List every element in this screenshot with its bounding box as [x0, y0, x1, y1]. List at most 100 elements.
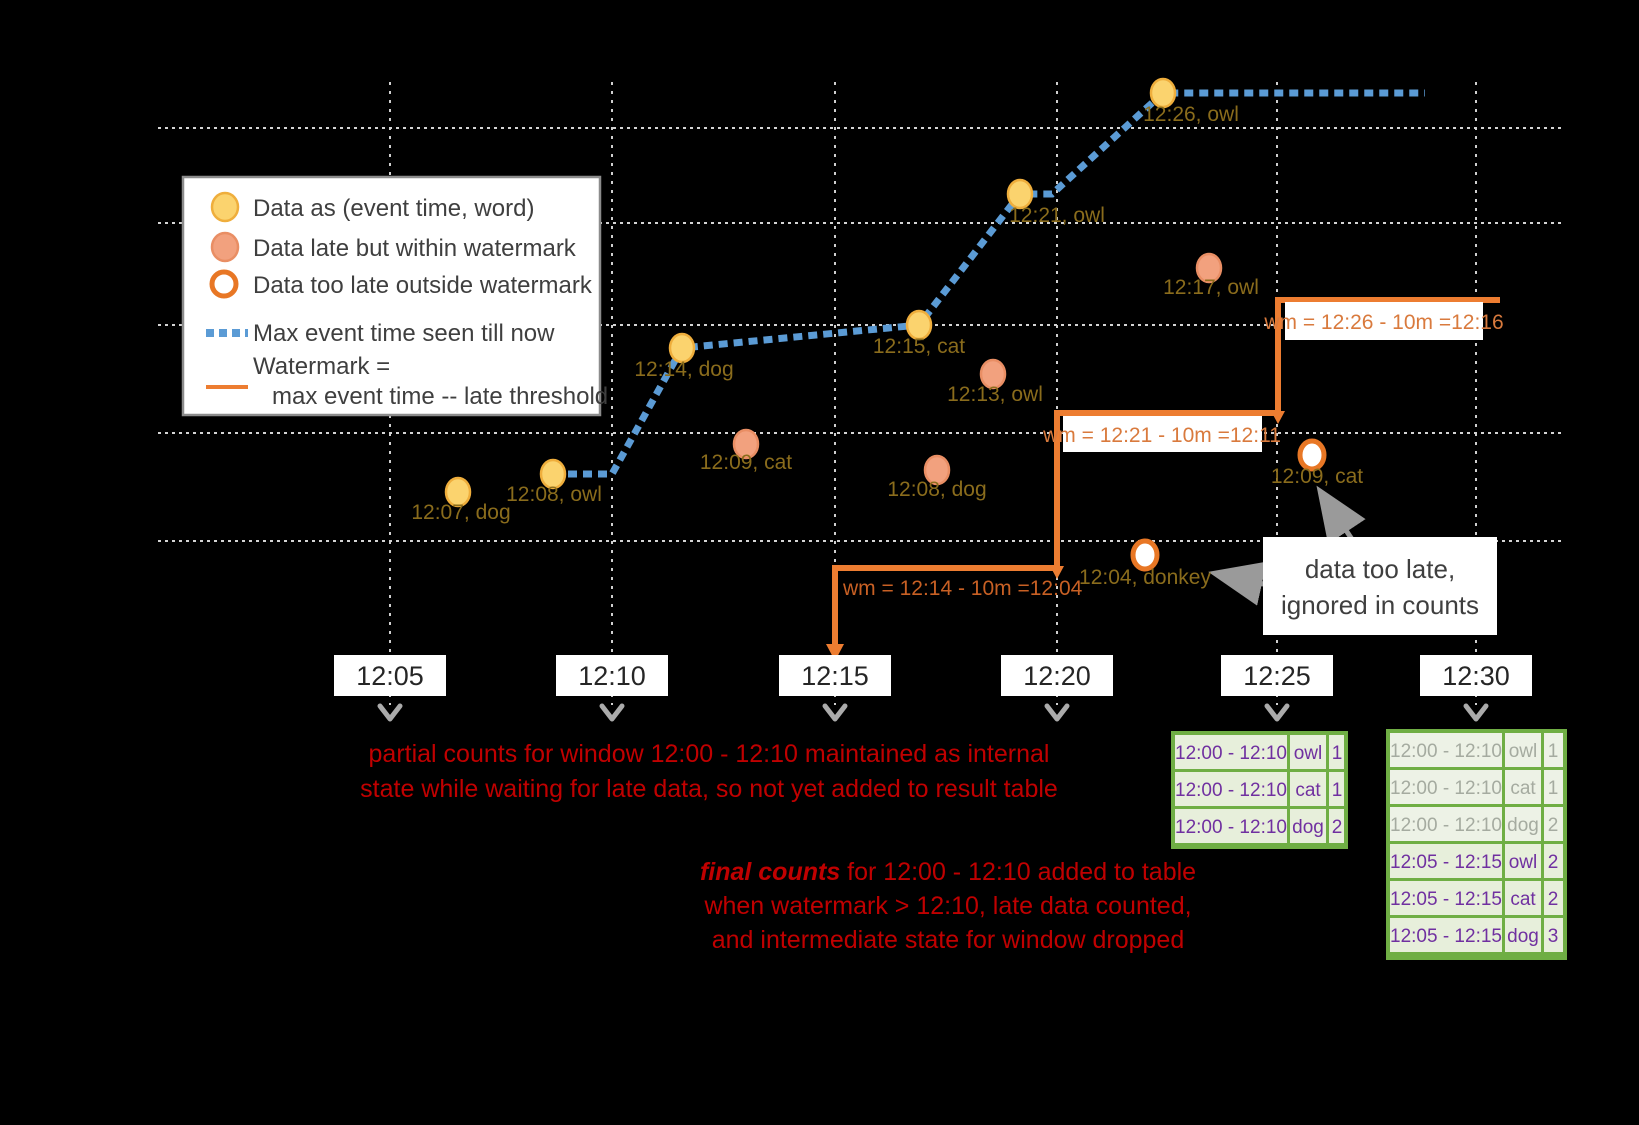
legend-box: [181, 175, 602, 417]
late-points: 12:09, cat 12:13, owl 12:08, dog 12:17, …: [700, 252, 1259, 501]
t1225-r0-window-cell: [1175, 735, 1287, 769]
t1230-r0-count-cell: [1544, 733, 1563, 767]
t1225-r0-word-cell: [1290, 735, 1326, 769]
point-1208-owl: [539, 458, 567, 490]
t1230-r2-word-cell: [1505, 807, 1541, 841]
t1230-r5-word-cell: [1505, 918, 1541, 952]
tick-box-12-30: [1420, 655, 1532, 696]
legend-on-time-dot-icon: [210, 191, 240, 223]
partial-counts-line1: partial counts for window 12:00 - 12:10 …: [369, 740, 1050, 768]
point-label-1226-owl: 12:26, owl: [1143, 103, 1239, 126]
point-1215-cat: [905, 309, 933, 341]
final-counts-line3: and intermediate state for window droppe…: [712, 926, 1185, 954]
t1230-r3-window: 12:05 - 12:15: [1390, 852, 1502, 873]
t1225-r1-count-cell: [1329, 772, 1344, 806]
t1230-r5-count-cell: [1544, 918, 1563, 952]
wm-label-1225: wm = 12:26 - 10m =12:16: [1263, 311, 1503, 334]
t1225-r2-word: dog: [1292, 817, 1324, 838]
t1230-r4-window: 12:05 - 12:15: [1390, 889, 1502, 910]
point-label-1207-dog: 12:07, dog: [411, 501, 510, 524]
t1230-r4-count: 2: [1548, 889, 1559, 910]
t1230-r1-window: 12:00 - 12:10: [1390, 778, 1502, 799]
point-label-toolate-1209-cat: 12:09, cat: [1271, 465, 1363, 488]
point-1214-dog: [668, 332, 696, 364]
tick-box-12-10: [556, 655, 668, 696]
t1230-r2-word: dog: [1507, 815, 1539, 836]
tick-box-12-20: [1001, 655, 1113, 696]
final-counts-line2: when watermark > 12:10, late data counte…: [703, 892, 1191, 920]
time-axis: 12:05 12:10 12:15 12:20 12:25 12:30: [334, 655, 1532, 722]
point-late-1217-owl: [1195, 252, 1223, 284]
t1230-r2-window-cell: [1390, 807, 1502, 841]
point-1207-dog: [444, 476, 472, 508]
t1230-r2-count-cell: [1544, 807, 1563, 841]
point-label-1221-owl: 12:21, owl: [1009, 204, 1105, 227]
result-table-1225: 12:00 - 12:10 owl 1 12:00 - 12:10 cat 1 …: [1171, 731, 1348, 849]
t1225-r1-word-cell: [1290, 772, 1326, 806]
t1225-r0-window: 12:00 - 12:10: [1175, 743, 1287, 764]
t1230-r0-window: 12:00 - 12:10: [1390, 741, 1502, 762]
point-late-1209-cat: [732, 428, 760, 460]
tick-12-05: 12:05: [356, 661, 424, 691]
t1225-r1-count: 1: [1332, 780, 1343, 801]
t1230-r2-window: 12:00 - 12:10: [1390, 815, 1502, 836]
point-late-1213-owl: [979, 358, 1007, 390]
watermark-step-path: [832, 297, 1500, 646]
t1230-r1-count: 1: [1548, 778, 1559, 799]
point-toolate-1209-cat: [1297, 438, 1327, 472]
t1225-r2-window-cell: [1175, 809, 1287, 843]
too-late-note-box: [1263, 537, 1497, 635]
t1230-r3-count: 2: [1548, 852, 1559, 873]
legend-item-on-time: Data as (event time, word): [253, 195, 534, 222]
axis-arrow-12-30: [1463, 703, 1489, 722]
t1230-r0-count: 1: [1548, 741, 1559, 762]
axis-arrow-12-25: [1264, 703, 1290, 722]
final-counts-lead: final counts: [700, 858, 840, 886]
t1230-r0-window-cell: [1390, 733, 1502, 767]
t1225-r0-count-cell: [1329, 735, 1344, 769]
t1230-r1-count-cell: [1544, 770, 1563, 804]
t1225-r2-window: 12:00 - 12:10: [1175, 817, 1287, 838]
legend-too-late-ring-icon: [209, 269, 239, 299]
tick-12-10: 12:10: [578, 661, 646, 691]
t1225-r0-count: 1: [1332, 743, 1343, 764]
legend-item-late: Data late but within watermark: [253, 235, 577, 262]
axis-arrow-12-20: [1044, 703, 1070, 722]
point-label-1208-owl: 12:08, owl: [506, 483, 602, 506]
t1225-r2-word-cell: [1290, 809, 1326, 843]
annotations: partial counts for window 12:00 - 12:10 …: [360, 740, 1196, 954]
point-label-late-1208-dog: 12:08, dog: [887, 478, 986, 501]
wm-label-1220: wm = 12:21 - 10m =12:11: [1042, 424, 1281, 447]
axis-arrow-12-15: [822, 703, 848, 722]
point-label-1214-dog: 12:14, dog: [634, 358, 733, 381]
tick-12-20: 12:20: [1023, 661, 1091, 691]
t1230-r5-word: dog: [1507, 926, 1539, 947]
point-toolate-1204-donkey: [1130, 538, 1160, 572]
t1230-r1-window-cell: [1390, 770, 1502, 804]
legend-item-watermark: Watermark =: [253, 353, 390, 380]
on-time-points: 12:07, dog 12:08, owl 12:14, dog 12:15, …: [411, 77, 1239, 524]
t1230-r3-window-cell: [1390, 844, 1502, 878]
t1225-r0-word: owl: [1294, 743, 1323, 764]
point-1226-owl: [1149, 77, 1177, 109]
watermark-line: [826, 297, 1500, 661]
wm-label-1215: wm = 12:14 - 10m =12:04: [842, 577, 1083, 600]
point-label-late-1213-owl: 12:13, owl: [947, 383, 1043, 406]
too-late-points: 12:04, donkey 12:09, cat: [1079, 438, 1363, 589]
t1225-r1-window: 12:00 - 12:10: [1175, 780, 1287, 801]
t1225-r2-count-cell: [1329, 809, 1344, 843]
t1230-r2-count: 2: [1548, 815, 1559, 836]
t1230-r0-word-cell: [1505, 733, 1541, 767]
watermark-arrowhead-3: [1271, 411, 1285, 424]
t1230-r0-word: owl: [1509, 741, 1538, 762]
too-late-note-line2: ignored in counts: [1281, 590, 1479, 620]
watermark-arrowhead-2: [1050, 566, 1064, 579]
too-late-note-line1: data too late,: [1305, 554, 1455, 584]
t1225-r1-word: cat: [1295, 780, 1321, 801]
point-label-1215-cat: 12:15, cat: [873, 335, 965, 358]
final-counts-rest: for 12:00 - 12:10 added to table: [840, 858, 1196, 886]
tick-box-12-15: [779, 655, 891, 696]
axis-arrow-12-05: [377, 703, 403, 722]
